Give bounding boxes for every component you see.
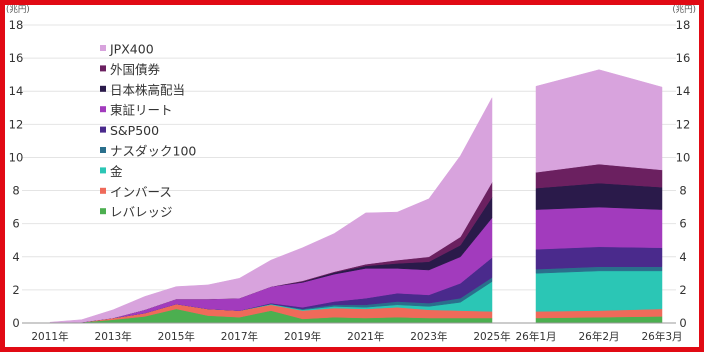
y-tick-label-right: 18 — [676, 18, 691, 32]
area-monthly-日本株高配当 — [535, 182, 663, 210]
x-axis-labels: 2011年 2013年 2015年 2017年 2019年 2021年 2023年 2025年… — [31, 330, 682, 343]
y-tick-label-left: 16 — [9, 51, 24, 65]
legend-label: 日本株高配当 — [110, 82, 185, 97]
x-tick-label: 2023年 — [410, 330, 447, 343]
legend-swatch — [100, 187, 106, 194]
y-tick-label-left: 12 — [9, 117, 24, 131]
legend-swatch — [100, 147, 106, 153]
area-annual-JPX400 — [49, 97, 493, 324]
area-monthly-JPX400 — [535, 69, 663, 173]
monthly-areas — [535, 69, 663, 324]
y-tick-label-left: 2 — [12, 283, 19, 297]
y-tick-label-right: 10 — [676, 150, 691, 164]
y-axis-right: 0 2 4 6 8 10 12 14 16 18 — [676, 18, 691, 330]
legend-swatch — [100, 65, 106, 72]
legend-label: 東証リート — [110, 103, 173, 118]
y-tick-label-left: 6 — [12, 217, 19, 231]
legend-swatch — [100, 45, 106, 51]
y-tick-label-right: 2 — [679, 283, 686, 297]
y-tick-label-left: 0 — [12, 316, 19, 330]
legend-label: インバース — [110, 184, 172, 199]
area-monthly-東証リート — [535, 206, 663, 250]
y-tick-label-left: 14 — [9, 84, 24, 98]
area-monthly-金 — [535, 270, 663, 312]
x-tick-label: 2011年 — [31, 330, 68, 343]
legend-label: S&P500 — [110, 123, 159, 138]
x-tick-label-monthly: 26年2月 — [578, 330, 619, 343]
annual-areas — [49, 97, 493, 324]
y-tick-label-right: 4 — [679, 250, 686, 264]
legend-label: 外国債券 — [110, 62, 161, 77]
legend-label: 金 — [110, 164, 123, 179]
y-tick-label-left: 18 — [9, 18, 24, 32]
legend-swatch — [100, 85, 106, 92]
x-tick-label: 2019年 — [284, 330, 321, 343]
legend-swatch — [100, 106, 106, 113]
y-tick-label-right: 8 — [679, 184, 686, 198]
area-monthly-S&P500 — [535, 246, 663, 270]
y-tick-label-right: 16 — [676, 51, 691, 65]
y-tick-label-left: 4 — [12, 250, 19, 264]
legend-swatch — [100, 167, 106, 174]
legend-label: レバレッジ — [110, 205, 173, 220]
x-tick-label: 2015年 — [158, 330, 195, 343]
x-tick-label-monthly: 26年3月 — [641, 330, 682, 343]
legend-swatch — [100, 126, 106, 133]
y-tick-label-right: 12 — [676, 117, 691, 131]
y-tick-label-right: 14 — [676, 84, 691, 98]
y-tick-label-left: 8 — [12, 184, 19, 198]
x-tick-label: 2025年 — [473, 330, 510, 343]
legend-swatch — [100, 208, 106, 215]
x-tick-label: 2021年 — [347, 330, 384, 343]
x-tick-label-monthly: 26年1月 — [515, 330, 556, 343]
x-tick-label: 2013年 — [95, 330, 132, 343]
y-unit-right: (兆円) — [672, 4, 696, 15]
y-tick-label-left: 10 — [9, 150, 24, 164]
legend-label: JPX400 — [109, 42, 154, 57]
x-tick-label: 2017年 — [221, 330, 258, 343]
legend-label: ナスダック100 — [110, 144, 196, 159]
y-tick-label-right: 6 — [679, 217, 686, 231]
y-tick-label-right: 0 — [679, 316, 686, 330]
y-unit-left: (兆円) — [6, 4, 30, 15]
y-axis-left: 0 2 4 6 8 10 12 14 16 18 — [9, 18, 24, 330]
